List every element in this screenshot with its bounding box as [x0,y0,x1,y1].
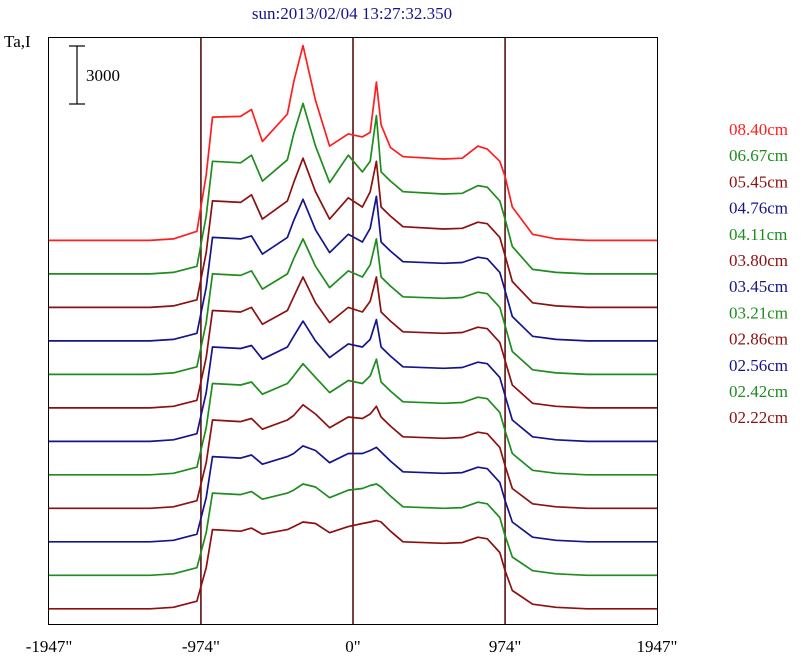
x-tick-label-2: 0" [345,637,360,656]
series-line-10 [49,483,657,577]
series-line-11 [49,519,657,610]
series-line-5 [49,276,657,409]
series-line-8 [49,403,657,510]
series-line-3 [49,195,657,342]
legend-entry-0: 08.40cm [729,120,788,139]
legend-entry-11: 02.22cm [729,408,788,427]
x-tick-label-1: -974" [182,637,220,656]
plot-area [48,37,658,625]
series-line-2 [49,157,657,309]
series-line-9 [49,445,657,543]
legend-entry-8: 02.86cm [729,330,788,349]
x-tick-label-3: 974" [489,637,521,656]
legend-entry-3: 04.76cm [729,199,788,218]
series-line-1 [49,102,657,275]
series-line-6 [49,318,657,443]
legend-entry-7: 03.21cm [729,303,788,322]
scale-bar: 3000 [69,45,120,105]
vertical-reference-lines [200,38,506,624]
series-line-4 [49,238,657,376]
x-tick-label-0: -1947" [26,637,73,656]
legend-entry-2: 05.45cm [729,172,788,191]
scale-bar-label: 3000 [86,66,120,85]
legend-entry-5: 03.80cm [729,251,788,270]
legend-entry-9: 02.56cm [729,356,788,375]
series-line-0 [49,44,657,242]
legend-entry-10: 02.42cm [729,382,788,401]
series-group [49,44,657,610]
chart-title: sun:2013/02/04 13:27:32.350 [252,4,452,23]
y-axis-label: Ta,I [4,32,31,51]
legend-entry-1: 06.67cm [729,146,788,165]
legend-entry-6: 03.45cm [729,277,788,296]
series-line-7 [49,358,657,476]
legend-entry-4: 04.11cm [729,225,787,244]
legend: 08.40cm 06.67cm 05.45cm 04.76cm 04.11cm 03.80… [729,120,788,427]
x-tick-label-4: 1947" [637,637,678,656]
x-tick-labels: -1947" -974" 0" 974" 1947" [26,637,678,656]
